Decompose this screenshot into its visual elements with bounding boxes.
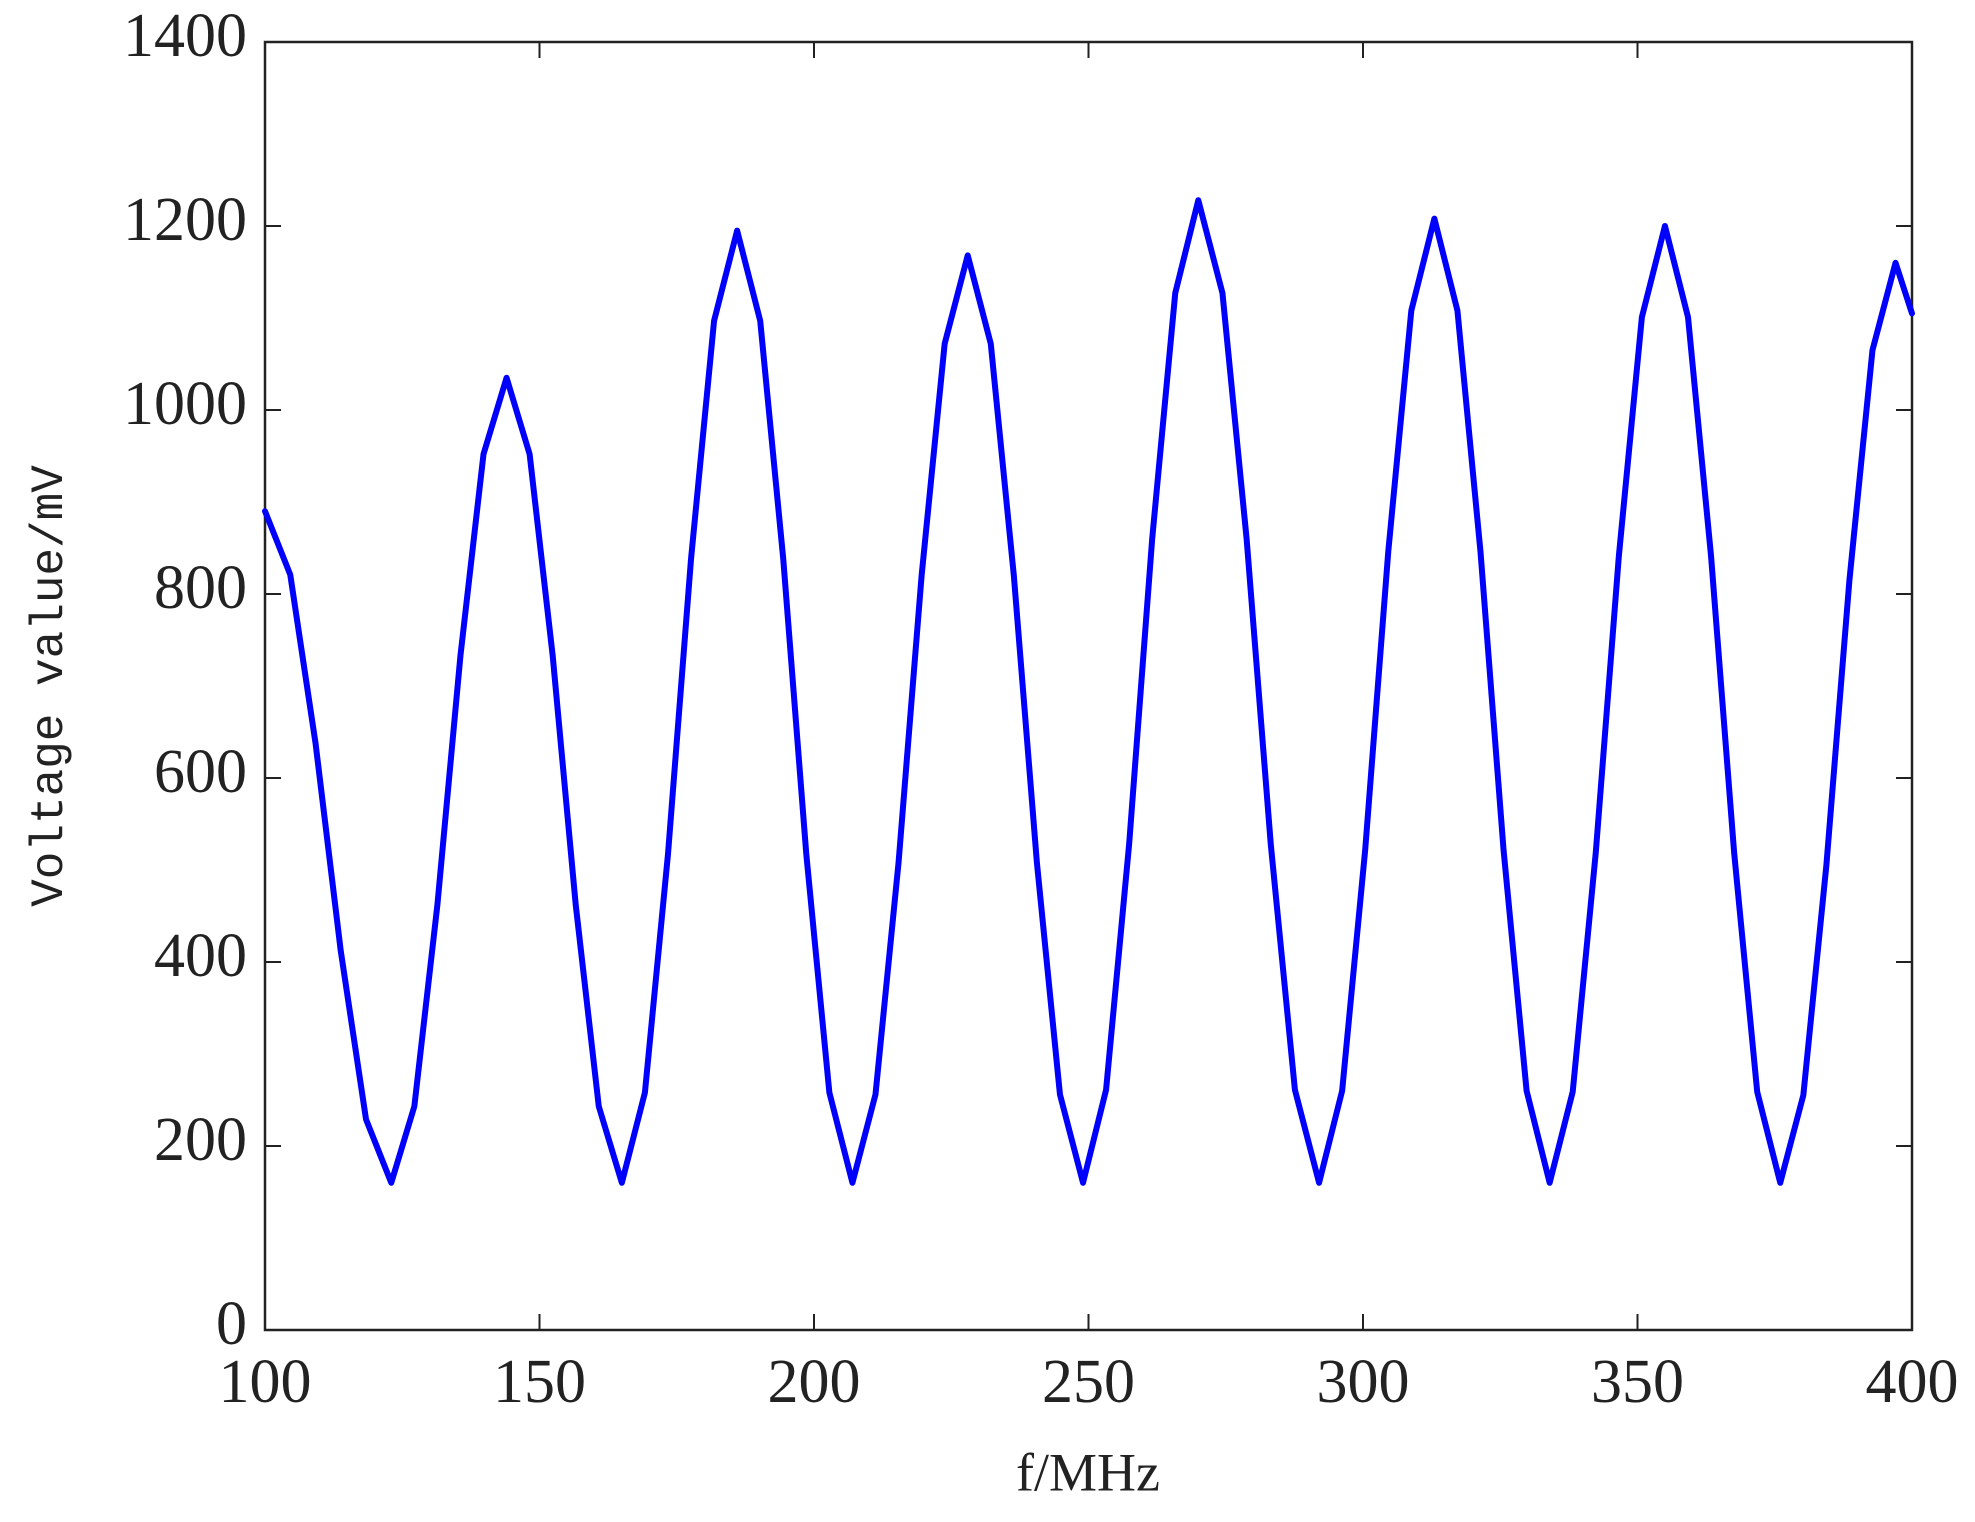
y-tick-label: 200 xyxy=(154,1106,247,1174)
y-tick-label: 1200 xyxy=(123,186,247,254)
y-tick-label: 400 xyxy=(154,922,247,990)
x-axis-label: f/MHz xyxy=(1016,1442,1160,1502)
y-tick-label: 600 xyxy=(154,738,247,806)
x-tick-label: 100 xyxy=(219,1348,312,1416)
x-tick-label: 400 xyxy=(1866,1348,1959,1416)
y-tick-label: 800 xyxy=(154,554,247,622)
y-tick-label: 1400 xyxy=(123,2,247,70)
x-tick-label: 300 xyxy=(1317,1348,1410,1416)
plot-frame xyxy=(263,40,1914,1332)
x-tick-label: 200 xyxy=(768,1348,861,1416)
y-tick-label: 1000 xyxy=(123,370,247,438)
x-tick-label: 350 xyxy=(1591,1348,1684,1416)
x-tick-label: 250 xyxy=(1042,1348,1135,1416)
y-axis-label: Voltage value/mV xyxy=(24,465,76,907)
data-line xyxy=(262,197,1915,1186)
y-tick-label: 0 xyxy=(216,1290,247,1358)
x-tick-label: 150 xyxy=(493,1348,586,1416)
